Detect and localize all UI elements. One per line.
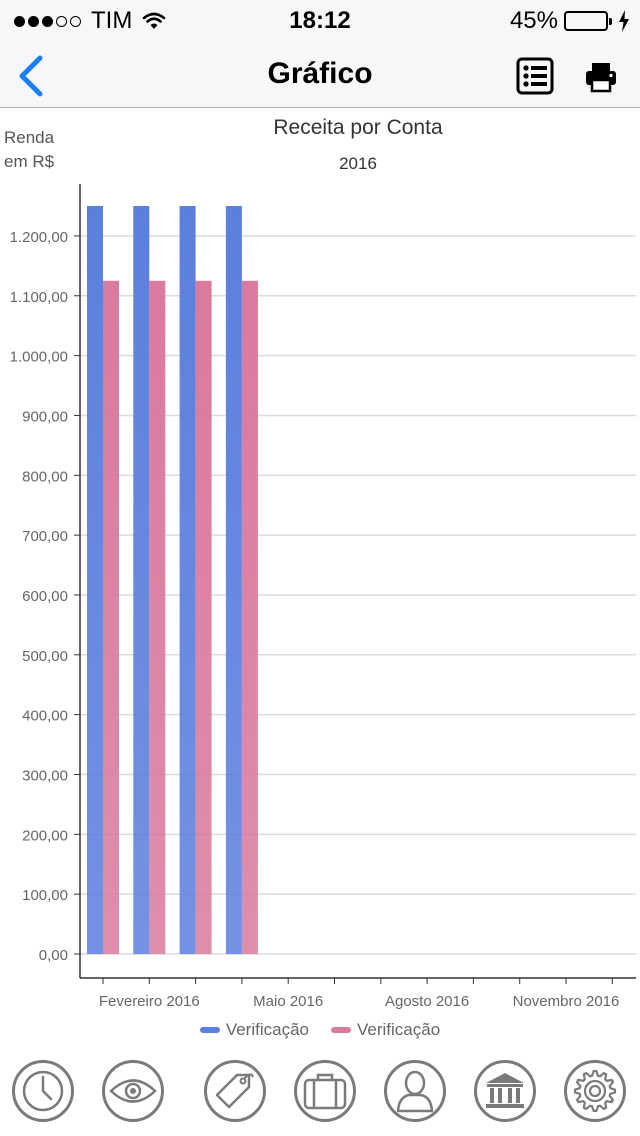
legend-item[interactable]: Verificação [331,1020,440,1040]
charging-bolt-icon [619,10,629,32]
legend-label: Verificação [225,1020,309,1039]
back-button[interactable] [12,54,52,98]
y-tick-label: 1.200,00 [10,229,68,246]
tab-accounts[interactable] [294,1060,356,1122]
tab-profile[interactable] [384,1060,446,1122]
status-bar: TIM 18:12 45% [0,0,640,40]
wifi-icon [143,12,166,29]
y-tick-label: 0,00 [39,947,68,964]
bar [149,280,166,954]
tab-bar [0,1056,640,1136]
y-tick-label: 900,00 [22,408,68,425]
legend-item[interactable]: Verificação [199,1020,309,1040]
y-tick-label: 1.100,00 [10,289,68,306]
bar [87,206,103,954]
bar [195,280,212,954]
y-tick-label: 300,00 [22,767,68,784]
navigation-bar: Gráfico [0,40,640,108]
suitcase-icon [303,1073,347,1110]
printer-icon [586,63,616,93]
tab-settings[interactable] [564,1060,626,1122]
y-tick-label: 700,00 [22,528,68,545]
status-time: 18:12 [289,7,351,34]
x-tick-label: Agosto 2016 [385,993,469,1010]
y-tick-label: 400,00 [22,708,68,725]
y-tick-label: 100,00 [22,887,68,904]
chevron-left-icon [19,55,43,97]
bank-icon [486,1073,524,1108]
carrier-info: TIM [14,7,166,35]
y-tick-label: 200,00 [22,827,68,844]
battery-percent: 45% [509,7,558,34]
y-tick-label: 1.000,00 [10,349,68,366]
y-axis-label: Renda em R$ [4,126,74,174]
bar-chart: 0,00 100,00 200,00 300,00 400,00 500,00 600,00… [10,184,636,1010]
legend-swatch [331,1027,351,1033]
y-tick-label: 500,00 [22,648,68,665]
print-button[interactable] [584,60,618,94]
y-axis-label-line: Renda [4,128,55,147]
signal-strength-icon [14,15,81,27]
chart-title: Receita por Conta [273,116,443,139]
list-view-button[interactable] [516,57,554,95]
battery-icon [564,11,612,31]
battery-info: 45% [510,7,630,35]
legend-swatch [199,1027,220,1033]
bar [103,280,119,954]
x-tick-label: Maio 2016 [253,993,323,1010]
carrier-name: TIM [91,7,133,34]
bar [179,206,196,954]
y-tick-label: 600,00 [22,588,68,605]
bar [225,206,242,954]
legend-label: Verificação [357,1020,441,1039]
tab-overview[interactable] [102,1060,164,1122]
tab-categories[interactable] [204,1060,266,1122]
tag-icon [215,1073,254,1109]
y-axis-label-line: em R$ [4,152,55,171]
chart-legend: Verificação Verificação [0,1020,640,1040]
tab-history[interactable] [12,1060,74,1122]
list-icon [516,57,554,95]
chart-subtitle: 2016 [339,154,377,173]
eye-icon [109,1079,157,1103]
clock-icon [22,1070,64,1112]
bar [241,280,258,954]
gear-icon [573,1069,617,1113]
bar [133,206,150,954]
x-tick-label: Novembro 2016 [513,993,620,1010]
y-tick-label: 800,00 [22,468,68,485]
user-icon [396,1070,434,1113]
page-title: Gráfico [267,57,373,90]
tab-bank[interactable] [474,1060,536,1122]
chart-area: Receita por Conta 2016 Renda em R$ 0,00 1… [0,108,640,1048]
x-tick-label: Fevereiro 2016 [99,993,200,1010]
